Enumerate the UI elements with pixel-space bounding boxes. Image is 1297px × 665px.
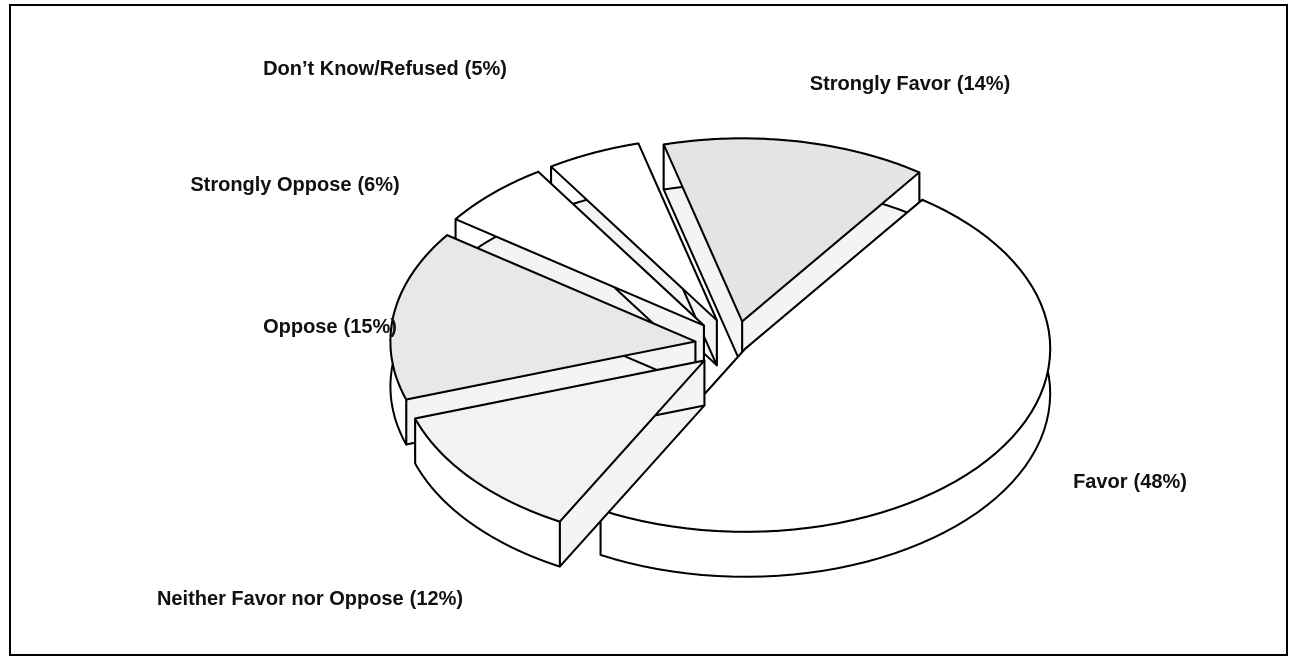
slice bbox=[550, 142, 718, 322]
value-label: (5%) bbox=[465, 58, 507, 80]
value-label: (12%) bbox=[410, 588, 463, 610]
slice-label: Favor (48%) bbox=[1073, 471, 1187, 493]
slice bbox=[662, 137, 921, 323]
value-label: (15%) bbox=[344, 316, 397, 338]
slice bbox=[389, 234, 697, 401]
slice-label: Neither Favor nor Oppose (12%) bbox=[157, 588, 463, 610]
slice-label: Strongly Oppose (6%) bbox=[190, 174, 399, 196]
slice-label: Strongly Favor (14%) bbox=[810, 73, 1011, 95]
category-name: Don’t Know/Refused bbox=[263, 58, 459, 80]
slice bbox=[599, 198, 1052, 578]
value-label: (6%) bbox=[357, 174, 399, 196]
slice bbox=[599, 198, 1052, 533]
slice bbox=[454, 170, 705, 327]
category-name: Oppose bbox=[263, 316, 337, 338]
value-label: (48%) bbox=[1134, 471, 1187, 493]
category-name: Strongly Oppose bbox=[190, 174, 351, 196]
slice-label: Don’t Know/Refused (5%) bbox=[263, 58, 507, 80]
slice-label: Oppose (15%) bbox=[263, 316, 397, 338]
category-name: Neither Favor nor Oppose bbox=[157, 588, 404, 610]
category-name: Strongly Favor bbox=[810, 73, 951, 95]
slice bbox=[414, 359, 706, 568]
value-label: (14%) bbox=[957, 73, 1010, 95]
category-name: Favor bbox=[1073, 471, 1128, 493]
slice bbox=[414, 359, 706, 523]
